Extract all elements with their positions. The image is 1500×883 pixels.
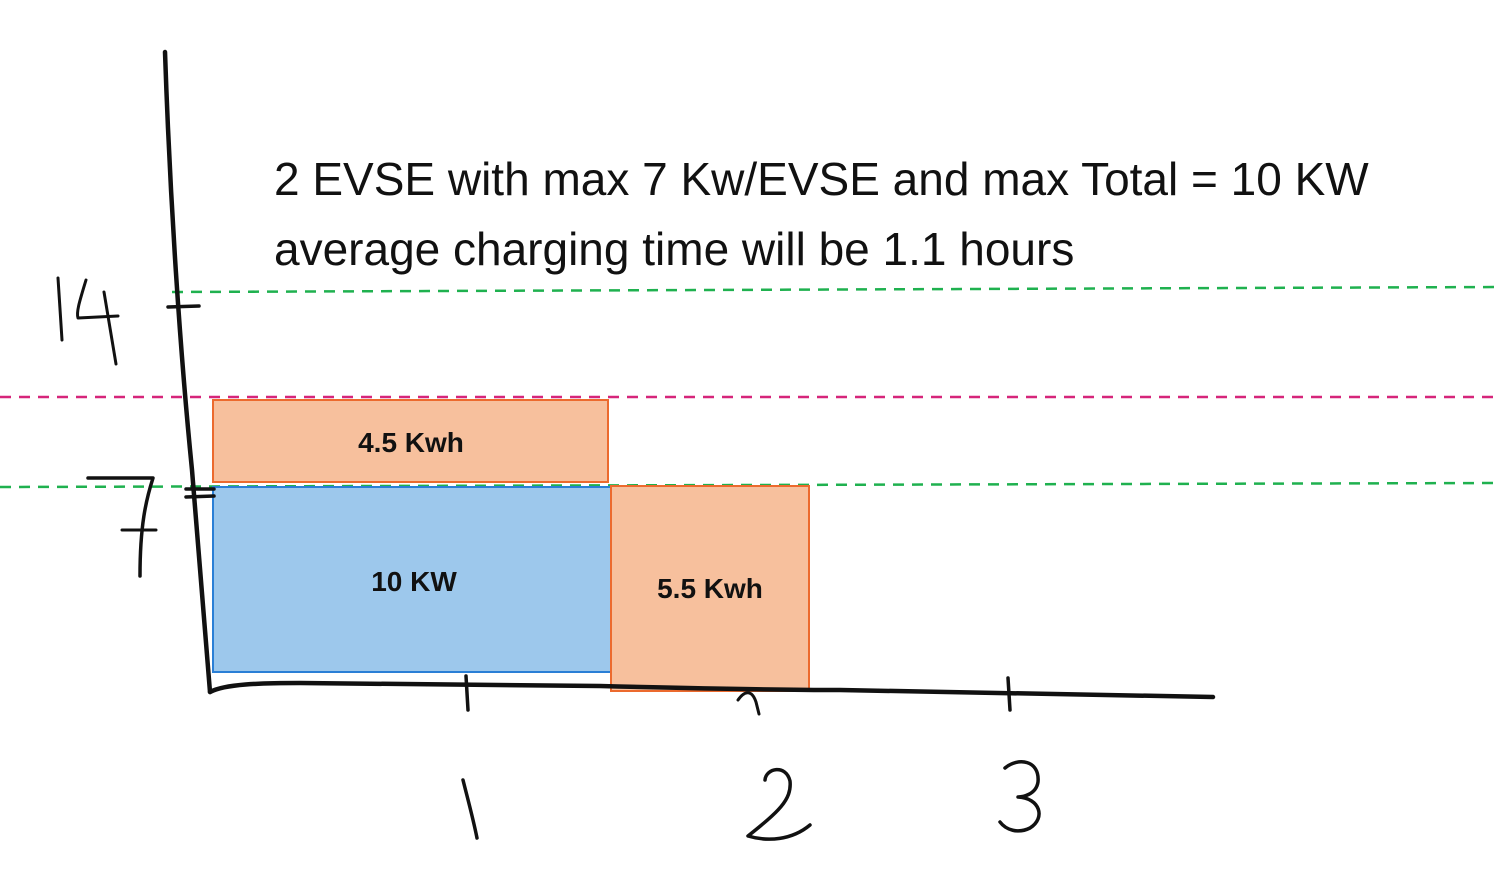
block-10kw: [212, 486, 612, 673]
block-10kw-label: 10 KW: [371, 566, 457, 597]
x-tick-1: [464, 674, 470, 712]
y-tick-7: [184, 487, 216, 499]
x-tick-label-1: [461, 778, 479, 840]
x-tick-label-3: [998, 760, 1041, 833]
y-tick-label-14: [56, 276, 120, 366]
x-axis: [207, 680, 1216, 700]
block-4-5kwh: [212, 399, 609, 483]
y-axis: [162, 49, 213, 695]
block-4-5kwh-label: 4.5 Kwh: [358, 427, 464, 458]
x-tick-2: [736, 691, 761, 716]
x-tick-label-2: [746, 767, 812, 841]
block-5-5kwh-label: 5.5 Kwh: [657, 573, 763, 604]
caption-line-1: 2 EVSE with max 7 Kw/EVSE and max Total …: [274, 153, 1369, 205]
block-5-5kwh: [610, 485, 810, 692]
y-tick-14: [166, 304, 201, 309]
x-tick-3: [1006, 676, 1012, 712]
y-tick-label-7: [86, 476, 158, 578]
guide-line-14: [171, 285, 1500, 294]
caption-line-2: average charging time will be 1.1 hours: [274, 223, 1075, 275]
